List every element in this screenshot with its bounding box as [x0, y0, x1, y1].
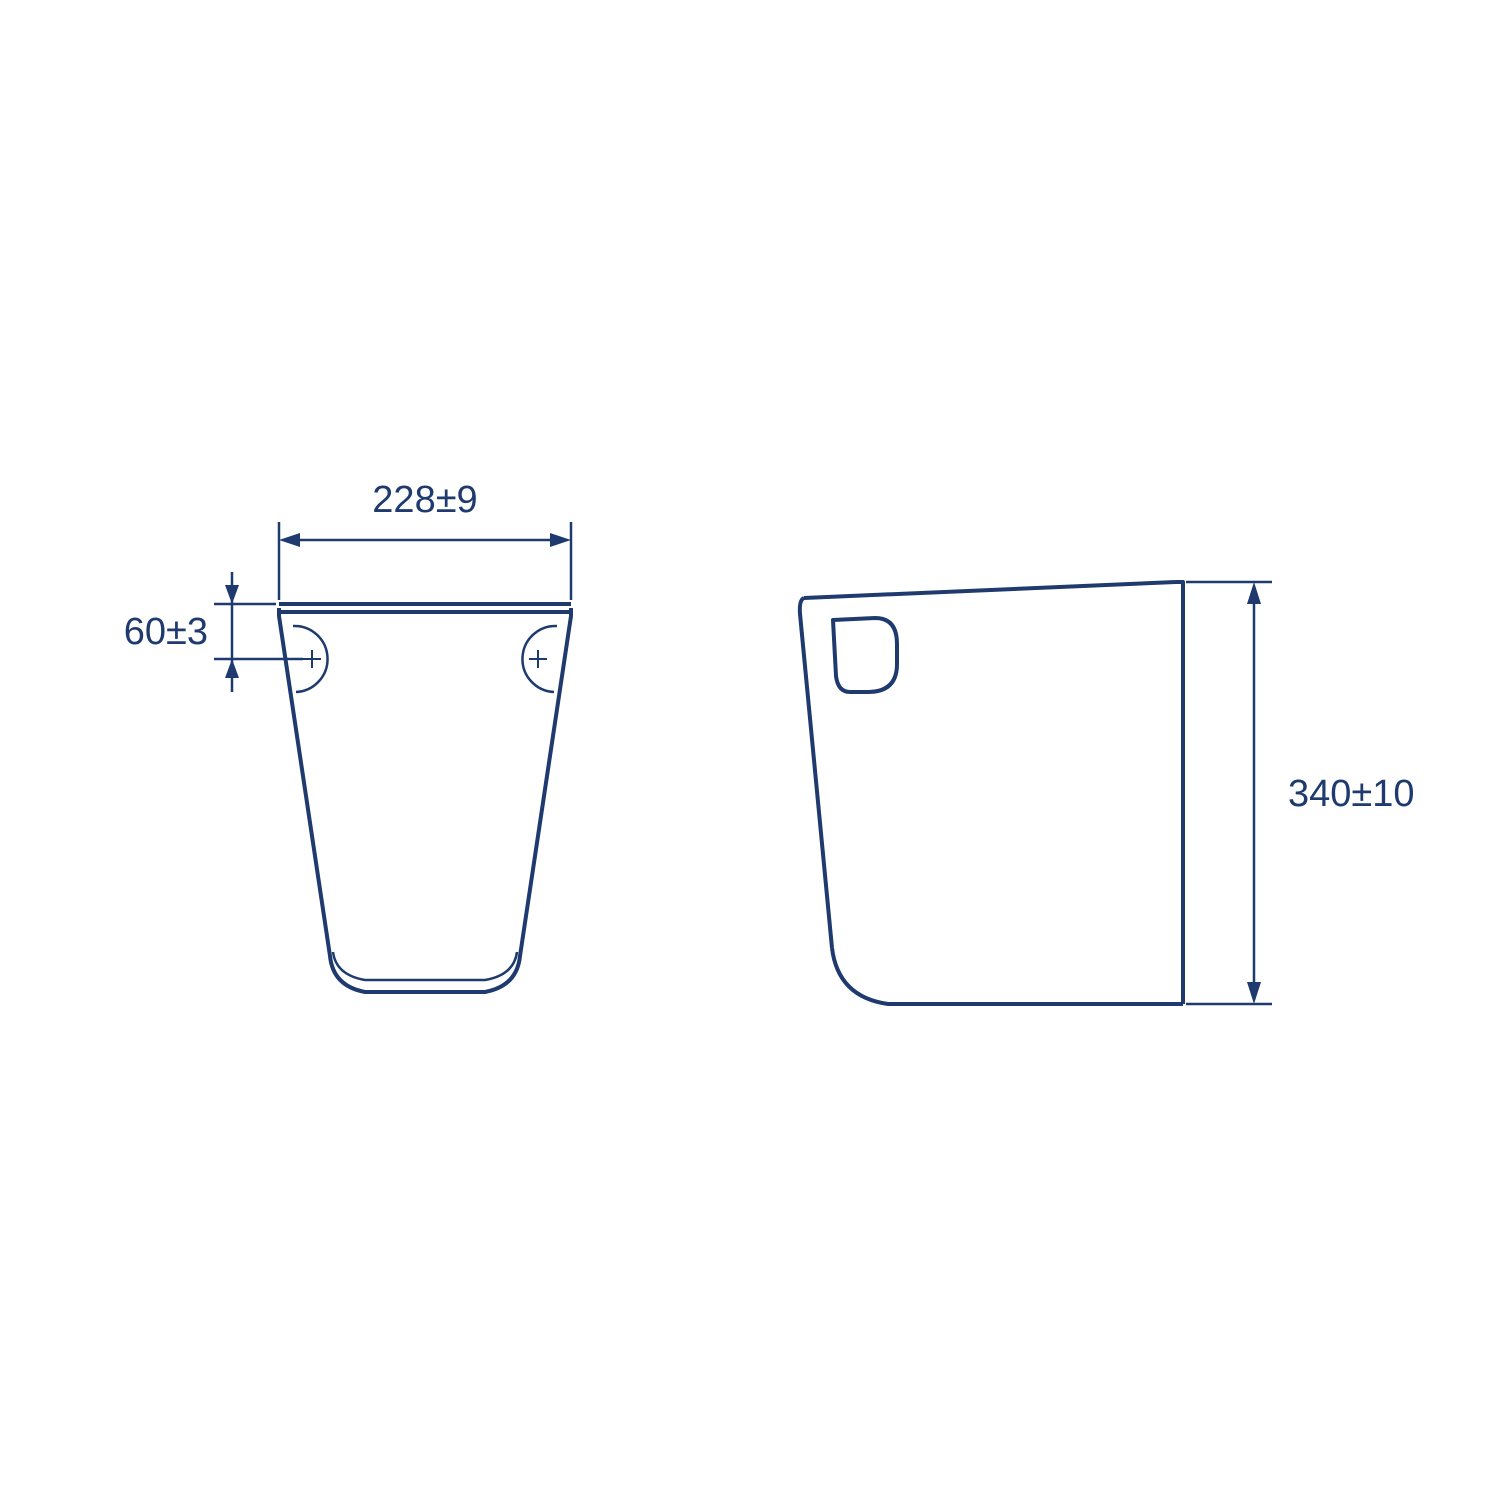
front-view: 228±9 60±3 [124, 479, 571, 992]
technical-drawing: 228±9 60±3 [0, 0, 1500, 1500]
side-view: 340±10 [800, 582, 1415, 1004]
side-bottom-edge [832, 948, 1183, 1004]
dim-mount-height-label: 60±3 [124, 611, 208, 653]
front-rim-top [279, 604, 571, 612]
dim-height-label: 340±10 [1288, 773, 1415, 815]
side-top-edge [804, 582, 1176, 598]
front-bottom-inner [333, 952, 517, 980]
side-front-edge [800, 598, 832, 948]
front-body-outline [279, 608, 571, 992]
side-mount-hole [833, 618, 897, 692]
dim-width: 228±9 [279, 479, 571, 600]
dim-mount-height: 60±3 [124, 572, 303, 692]
dim-height: 340±10 [1186, 582, 1415, 1004]
side-top-notch [1176, 582, 1183, 592]
dim-width-label: 228±9 [372, 479, 477, 521]
